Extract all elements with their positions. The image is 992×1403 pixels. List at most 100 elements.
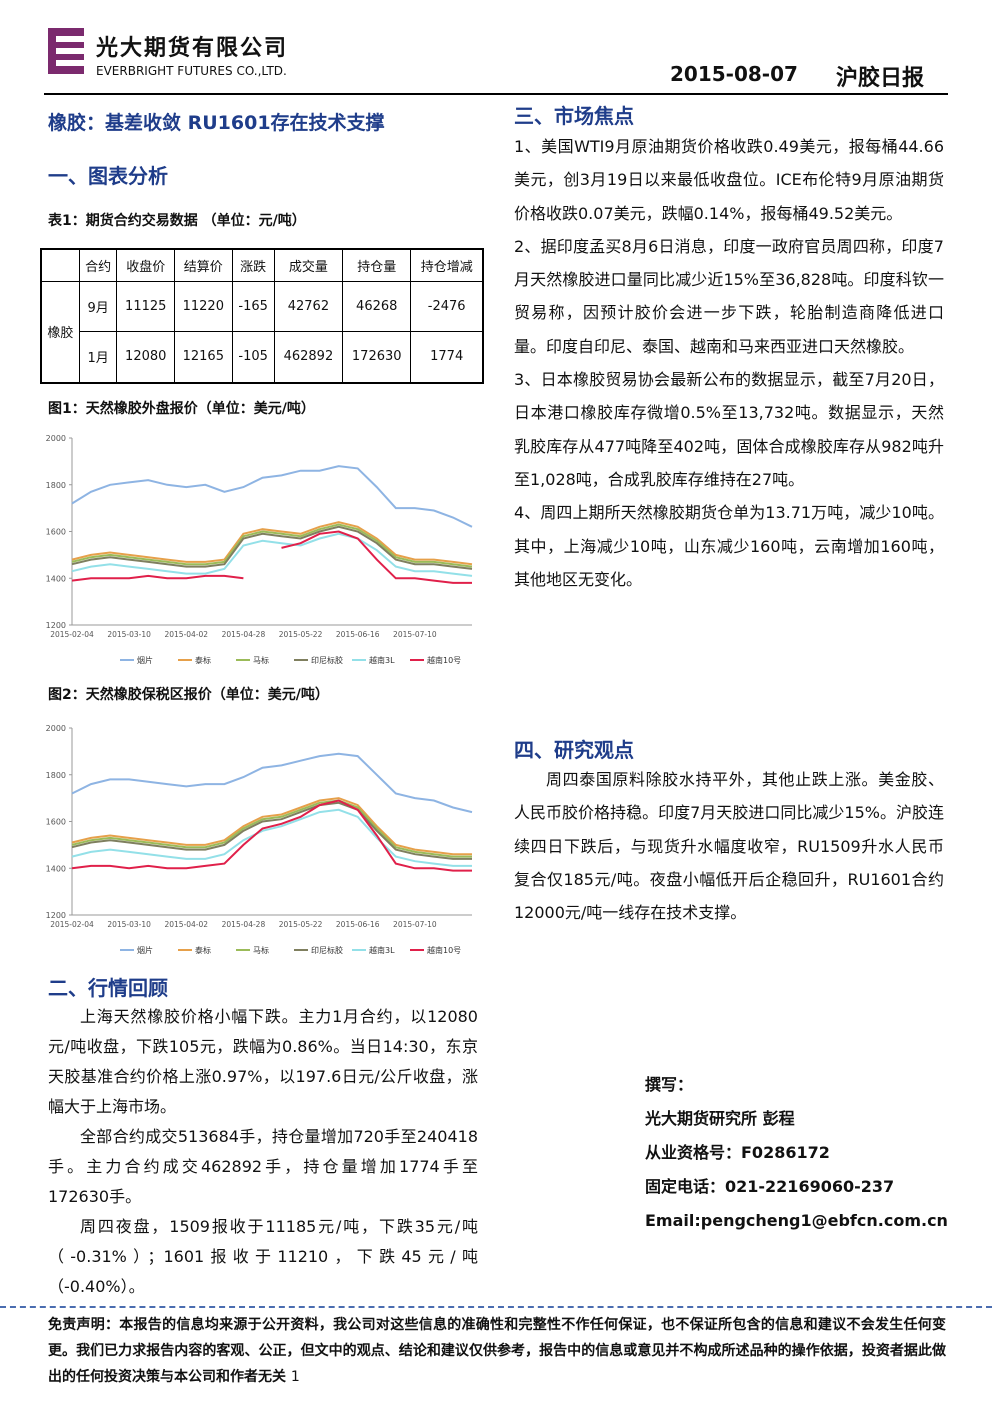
legend-label: 马标 bbox=[253, 655, 269, 665]
section-title: 一、图表分析 bbox=[48, 164, 168, 188]
disclaimer-text: 免责声明：本报告的信息均来源于公开资料，我公司对这些信息的准确性和完整性不作任何… bbox=[48, 1317, 946, 1385]
author-line: Email:pengcheng1@ebfcn.com.cn bbox=[645, 1211, 948, 1230]
logo bbox=[48, 28, 90, 80]
paragraph: 周四夜盘，1509报收于11185元/吨，下跌35元/吨（-0.31%）；160… bbox=[48, 1217, 478, 1296]
chart: 1200 1400 1600 1800 2000 2015-02-04 2015-03-10… bbox=[46, 434, 473, 665]
report-date: 2015-08-07 bbox=[670, 62, 798, 86]
section-title: 三、市场焦点 bbox=[514, 104, 634, 128]
cell: 9月 bbox=[78, 280, 118, 332]
cell: 结算价 bbox=[174, 248, 233, 282]
y-tick-label: 1400 bbox=[46, 864, 66, 873]
series-line bbox=[71, 799, 472, 872]
figure-caption: 图1：天然橡胶外盘报价（单位：美元/吨） bbox=[48, 401, 315, 417]
legend-label: 印尼标胶 bbox=[311, 655, 343, 665]
cell: 合约 bbox=[78, 248, 118, 282]
cell: 1774 bbox=[410, 330, 484, 384]
y-tick-label: 1200 bbox=[46, 621, 66, 630]
y-tick-label: 2000 bbox=[46, 434, 66, 443]
paragraph: 3、日本橡胶贸易协会最新公布的数据显示，截至7月20日，日本港口橡胶库存微增0.… bbox=[514, 370, 944, 489]
author-line: 撰写： bbox=[645, 1075, 694, 1094]
cell bbox=[40, 248, 80, 282]
cell: 12080 bbox=[116, 330, 176, 384]
x-tick-label: 2015-02-04 bbox=[50, 630, 94, 639]
cell: 11125 bbox=[116, 280, 176, 332]
x-tick-label: 2015-04-02 bbox=[164, 920, 208, 929]
figure-caption: 图2：天然橡胶保税区报价（单位：美元/吨） bbox=[48, 687, 329, 703]
legend-label: 泰标 bbox=[195, 655, 211, 665]
series-line bbox=[71, 797, 472, 856]
legend-label: 越南10号 bbox=[427, 945, 461, 955]
series-line bbox=[71, 523, 473, 568]
cell: 持仓增减 bbox=[410, 248, 484, 282]
legend-label: 越南3L bbox=[369, 945, 395, 955]
series-line bbox=[71, 752, 473, 814]
cell: -165 bbox=[231, 280, 275, 332]
cell: 涨跌 bbox=[231, 248, 275, 282]
section-title: 二、行情回顾 bbox=[48, 976, 168, 1000]
cell: 11220 bbox=[174, 280, 233, 332]
y-tick-label: 1600 bbox=[46, 528, 66, 537]
cell: 1月 bbox=[78, 330, 118, 384]
company-cn: 光大期货有限公司 bbox=[96, 36, 289, 61]
series-line bbox=[71, 801, 472, 860]
x-tick-label: 2015-07-10 bbox=[393, 920, 437, 929]
headline: 橡胶：基差收敛 RU1601存在技术支撑 bbox=[48, 112, 385, 134]
series-line bbox=[71, 521, 473, 566]
cell: 46268 bbox=[342, 280, 412, 332]
footer-rule bbox=[0, 1306, 992, 1308]
header-rule bbox=[44, 93, 948, 95]
author-line: 从业资格号：F0286172 bbox=[645, 1143, 830, 1162]
x-tick-label: 2015-03-10 bbox=[107, 920, 151, 929]
author-block: 撰写： 光大期货研究所 彭程 从业资格号：F0286172 固定电话：021-2… bbox=[645, 1068, 948, 1238]
cell: 收盘价 bbox=[116, 248, 176, 282]
series-line bbox=[281, 530, 472, 584]
series-line bbox=[71, 799, 472, 858]
section-body: 上海天然橡胶价格小幅下跌。主力1月合约，以12080元/吨收盘，下跌105元，跌… bbox=[48, 1002, 478, 1302]
paragraph: 全部合约成交513684手，持仓量增加720手至240418手。主力合约成交46… bbox=[48, 1127, 478, 1206]
x-tick-label: 2015-05-22 bbox=[279, 920, 323, 929]
paragraph: 周四泰国原料除胶水持平外，其他止跌上涨。美金胶、人民币胶价格持稳。印度7月天胶进… bbox=[514, 770, 944, 923]
x-tick-label: 2015-06-16 bbox=[336, 630, 380, 639]
cell: 橡胶 bbox=[40, 280, 80, 384]
y-tick-label: 2000 bbox=[46, 724, 66, 733]
legend-label: 越南10号 bbox=[427, 655, 461, 665]
x-tick-label: 2015-03-10 bbox=[107, 630, 151, 639]
y-tick-label: 1200 bbox=[46, 911, 66, 920]
legend-label: 印尼标胶 bbox=[311, 945, 343, 955]
section-body: 周四泰国原料除胶水持平外，其他止跌上涨。美金胶、人民币胶价格持稳。印度7月天胶进… bbox=[514, 763, 944, 929]
x-tick-label: 2015-06-16 bbox=[336, 920, 380, 929]
series-line bbox=[71, 532, 473, 577]
page-number: 1 bbox=[290, 1369, 300, 1385]
table-caption: 表1：期货合约交易数据 （单位：元/吨） bbox=[48, 213, 306, 229]
report-name: 沪胶日报 bbox=[836, 66, 925, 91]
cell: 成交量 bbox=[273, 248, 344, 282]
paragraph: 1、美国WTI9月原油期货价格收跌0.49美元，报每桶44.66美元，创3月19… bbox=[514, 137, 944, 223]
cell: -2476 bbox=[410, 280, 484, 332]
x-tick-label: 2015-07-10 bbox=[393, 630, 437, 639]
series-line bbox=[71, 465, 473, 528]
cell: 462892 bbox=[273, 330, 344, 384]
author-line: 光大期货研究所 彭程 bbox=[645, 1109, 795, 1128]
futures-table: 合约 收盘价 结算价 涨跌 成交量 持仓量 持仓增减 橡胶 9月 11125 11220 -165 4… bbox=[40, 248, 484, 384]
legend-label: 越南3L bbox=[369, 655, 395, 665]
y-tick-label: 1800 bbox=[46, 771, 66, 780]
series-line bbox=[71, 808, 472, 867]
paragraph: 4、周四上期所天然橡胶期货仓单为13.71万吨，减少10吨。其中，上海减少10吨… bbox=[514, 503, 944, 589]
paragraph: 2、据印度孟买8月6日消息，印度一政府官员周四称，印度7月天然橡胶进口量同比减少… bbox=[514, 236, 944, 356]
x-tick-label: 2015-04-28 bbox=[222, 920, 266, 929]
series-line bbox=[71, 574, 244, 582]
x-tick-label: 2015-05-22 bbox=[279, 630, 323, 639]
cell: 12165 bbox=[174, 330, 233, 384]
cell: 42762 bbox=[273, 280, 344, 332]
author-line: 固定电话：021-22169060-237 bbox=[645, 1177, 895, 1196]
disclaimer: 免责声明：本报告的信息均来源于公开资料，我公司对这些信息的准确性和完整性不作任何… bbox=[48, 1312, 946, 1390]
logo-mark bbox=[48, 28, 84, 74]
paragraph: 上海天然橡胶价格小幅下跌。主力1月合约，以12080元/吨收盘，下跌105元，跌… bbox=[48, 1007, 478, 1116]
x-tick-label: 2015-02-04 bbox=[50, 920, 94, 929]
legend-label: 泰标 bbox=[195, 945, 211, 955]
company-en: EVERBRIGHT FUTURES CO.,LTD. bbox=[96, 64, 287, 78]
chart: 1200 1400 1600 1800 2000 2015-02-04 2015-03-10… bbox=[46, 724, 473, 955]
cell: 持仓量 bbox=[342, 248, 412, 282]
section-title: 四、研究观点 bbox=[514, 738, 634, 762]
